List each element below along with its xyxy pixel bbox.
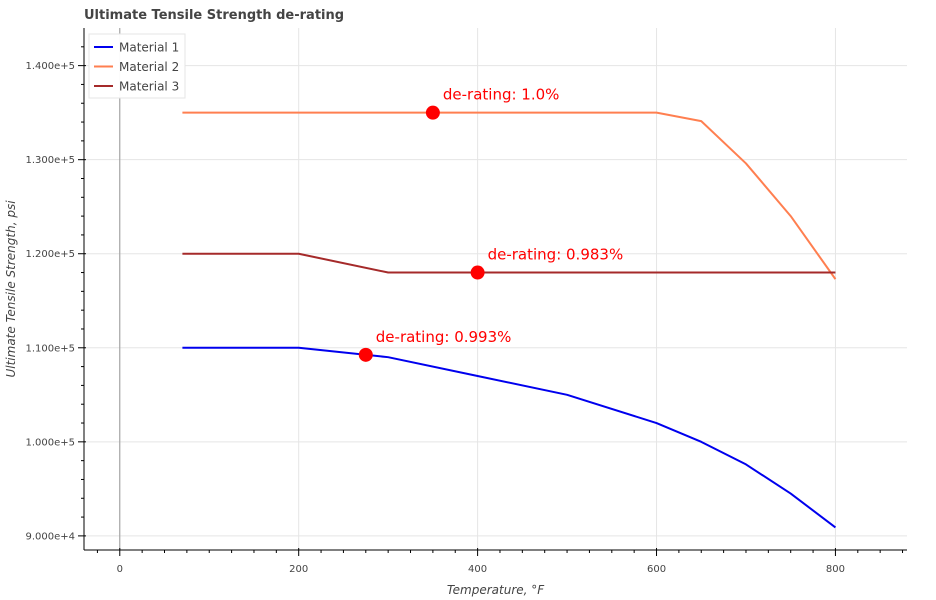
derating-annotation: de-rating: 0.983% bbox=[488, 246, 624, 264]
marker-layer: de-rating: 1.0% de-rating: 0.983% de-ratin… bbox=[358, 86, 624, 362]
y-tick-label: 1.100e+5 bbox=[25, 343, 75, 354]
y-tick-label: 1.300e+5 bbox=[25, 155, 75, 166]
series-line-material-2 bbox=[182, 111, 837, 280]
x-tick-label: 0 bbox=[117, 564, 123, 575]
series-line-material-1 bbox=[182, 346, 837, 529]
y-tick-label: 1.000e+5 bbox=[25, 437, 75, 448]
x-tick-label: 600 bbox=[647, 564, 666, 575]
axes: 0 200 400 600 800 9.000e+4 1.000e+5 1.100e+5 1.2… bbox=[25, 28, 907, 575]
y-tick-label: 1.400e+5 bbox=[25, 61, 75, 72]
derating-marker bbox=[470, 265, 485, 280]
x-tick-label: 200 bbox=[289, 564, 308, 575]
x-tick-label: 400 bbox=[468, 564, 487, 575]
series-layer bbox=[182, 111, 837, 529]
y-tick-label: 9.000e+4 bbox=[25, 531, 75, 542]
legend-item-label[interactable]: Material 3 bbox=[119, 80, 179, 94]
derating-annotation: de-rating: 0.993% bbox=[376, 328, 512, 346]
y-axis-label: Ultimate Tensile Strength, psi bbox=[4, 200, 18, 378]
legend-item-label[interactable]: Material 2 bbox=[119, 60, 179, 74]
y-tick-label: 1.200e+5 bbox=[25, 249, 75, 260]
series-line-material-3 bbox=[182, 252, 836, 274]
derating-marker bbox=[425, 105, 440, 120]
legend[interactable]: Material 1 Material 2 Material 3 bbox=[88, 33, 186, 99]
legend-item-label[interactable]: Material 1 bbox=[119, 41, 179, 55]
derating-marker bbox=[358, 347, 373, 362]
x-tick-label: 800 bbox=[826, 564, 845, 575]
derating-annotation: de-rating: 1.0% bbox=[443, 86, 560, 104]
x-axis-label: Temperature, °F bbox=[447, 583, 545, 597]
grid bbox=[84, 28, 907, 550]
chart-title: Ultimate Tensile Strength de-rating bbox=[84, 8, 345, 23]
